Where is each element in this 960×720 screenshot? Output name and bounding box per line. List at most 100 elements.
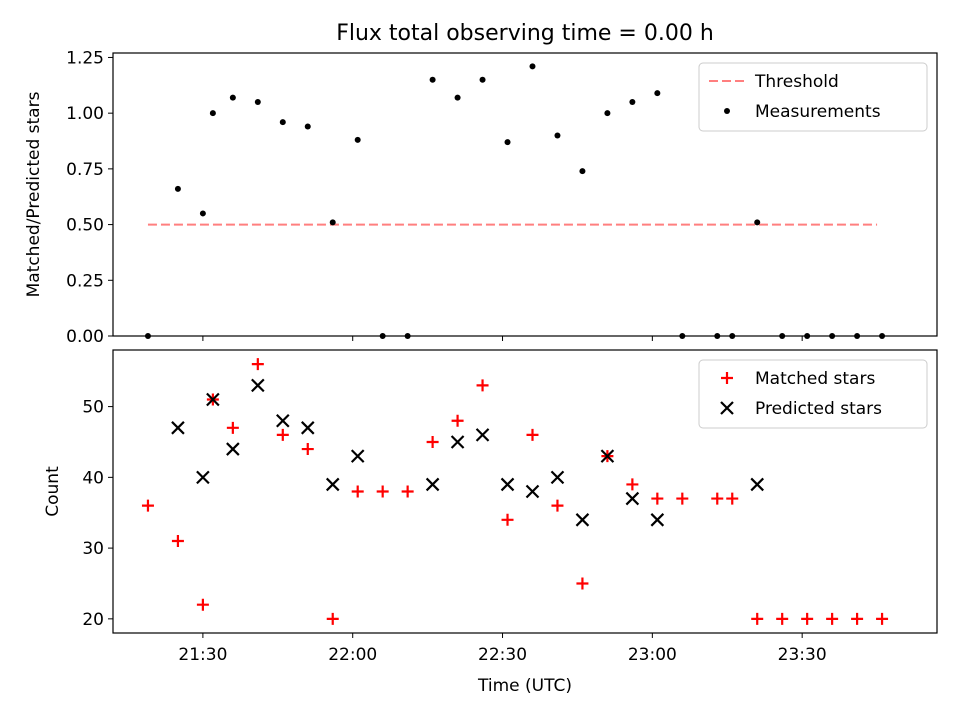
- measurements-point: [529, 63, 536, 70]
- matched-stars-point: [551, 499, 564, 512]
- measurements-point: [554, 132, 561, 139]
- matched-stars-point: [351, 485, 364, 498]
- top-y-tick-label: 1.00: [66, 104, 104, 124]
- top-y-tick-label: 0.75: [66, 160, 104, 180]
- x-axis-label: Time (UTC): [477, 676, 572, 696]
- predicted-stars-point: [475, 428, 490, 442]
- matched-stars-point: [576, 577, 589, 590]
- matched-stars-point: [196, 598, 209, 611]
- x-tick-label: 22:00: [328, 645, 377, 665]
- predicted-stars-point: [525, 484, 540, 499]
- measurements-point: [199, 210, 206, 217]
- bottom-legend-box: [698, 359, 928, 429]
- predicted-stars-point: [575, 513, 590, 527]
- predicted-stars-point: [206, 392, 220, 407]
- matched-stars-point: [171, 535, 184, 548]
- predicted-stars-point: [226, 442, 240, 456]
- matched-stars-point: [401, 485, 414, 498]
- matched-stars-point: [801, 612, 814, 625]
- bottom-y-tick-label: 20: [82, 610, 104, 630]
- matched-stars-point: [826, 612, 839, 625]
- matched-stars-point: [726, 492, 739, 505]
- predicted-stars-point: [276, 413, 290, 428]
- measurements-point: [254, 99, 261, 106]
- measurements-point: [654, 90, 661, 97]
- top-y-tick-label: 0.00: [66, 327, 104, 347]
- measurements-point: [504, 139, 511, 146]
- matched-stars-point: [501, 513, 514, 526]
- measurements-point: [479, 76, 486, 83]
- measurements-point: [579, 168, 586, 175]
- matched-stars-point: [526, 428, 539, 441]
- measurements-point: [304, 123, 311, 130]
- bottom-legend: Matched stars Predicted stars: [698, 359, 928, 429]
- x-tick-label: 23:00: [628, 645, 677, 665]
- matched-stars-point: [626, 478, 639, 491]
- matched-stars-point: [751, 612, 764, 625]
- matched-stars-point: [301, 443, 314, 456]
- matched-stars-point: [476, 379, 489, 392]
- top-y-tick-label: 1.25: [66, 48, 104, 68]
- measurements-point: [229, 94, 236, 101]
- predicted-stars-point: [450, 435, 465, 449]
- measurements-point: [174, 185, 181, 192]
- predicted-stars-point: [650, 513, 665, 527]
- matched-stars-point: [251, 358, 264, 371]
- top-panel-ratio-plot: 0.00 0.25 0.50 0.75 1.00 1.25 Matched/Predicte…: [24, 48, 938, 347]
- top-y-tick-label: 0.25: [66, 271, 104, 291]
- measurements-point: [429, 76, 436, 83]
- predicted-stars-point: [325, 477, 340, 492]
- predicted-stars-point: [750, 477, 764, 492]
- predicted-stars-point: [350, 449, 365, 463]
- measurements-point: [354, 136, 361, 143]
- predicted-stars-point: [625, 491, 640, 506]
- matched-stars-point: [851, 612, 864, 625]
- matched-stars-point: [676, 492, 689, 505]
- matched-stars-point: [711, 492, 724, 505]
- matched-stars-point: [141, 499, 154, 512]
- predicted-stars-point: [600, 449, 615, 463]
- bottom-axes-frame: [112, 349, 938, 634]
- measurements-point: [454, 94, 461, 101]
- matched-stars-point: [326, 612, 339, 625]
- measurements-point: [279, 119, 286, 126]
- bottom-y-tick-label: 40: [82, 468, 104, 488]
- measurements-point: [754, 219, 761, 226]
- top-legend: Threshold Measurements: [698, 62, 928, 132]
- x-tick-label: 22:30: [478, 645, 527, 665]
- matched-stars-point: [876, 612, 889, 625]
- matched-stars-point: [451, 414, 464, 427]
- top-y-axis-label: Matched/Predicted stars: [24, 91, 44, 297]
- matched-stars-point: [376, 485, 389, 498]
- bottom-panel-count-plot: 20 30 40 50 21:30 22:00 22:30 23:00 23:30 Count Ma…: [43, 349, 938, 665]
- top-y-tick-label: 0.50: [66, 216, 104, 236]
- matched-stars-point: [426, 435, 439, 448]
- legend-threshold-label: Threshold: [754, 72, 839, 92]
- predicted-stars-point: [550, 470, 565, 485]
- figure-title: Flux total observing time = 0.00 h: [336, 21, 714, 46]
- predicted-stars-point: [500, 477, 515, 492]
- legend-matched-stars-swatch: [721, 372, 733, 384]
- top-axes-frame: [112, 52, 938, 337]
- measurements-point: [209, 110, 216, 117]
- legend-predicted-stars-label: Predicted stars: [755, 399, 882, 419]
- matched-stars-point: [226, 421, 239, 434]
- predicted-stars-point: [196, 470, 210, 485]
- measurements-point: [329, 219, 336, 226]
- predicted-stars-point: [171, 421, 185, 435]
- x-tick-label: 23:30: [778, 645, 827, 665]
- top-legend-box: [698, 62, 928, 132]
- predicted-stars-point: [300, 421, 315, 435]
- matched-stars-point: [651, 492, 664, 505]
- bottom-y-tick-label: 30: [82, 539, 104, 559]
- legend-predicted-stars-swatch: [720, 401, 734, 415]
- predicted-stars-point: [251, 378, 265, 393]
- bottom-y-axis-label: Count: [43, 466, 63, 517]
- measurements-point: [629, 99, 636, 106]
- matched-stars-point: [276, 428, 289, 441]
- measurements-point: [604, 110, 611, 117]
- predicted-stars-point: [425, 477, 440, 492]
- legend-measurements-label: Measurements: [755, 102, 881, 122]
- bottom-y-tick-label: 50: [82, 398, 104, 418]
- x-tick-label: 21:30: [178, 645, 227, 665]
